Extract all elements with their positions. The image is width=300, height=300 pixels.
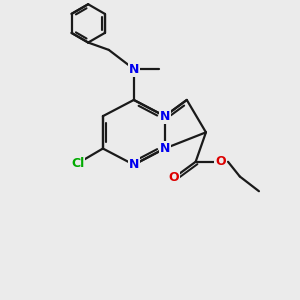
Text: N: N	[160, 110, 170, 123]
Text: O: O	[215, 155, 226, 168]
Text: O: O	[168, 172, 179, 184]
Text: N: N	[129, 158, 139, 171]
Text: N: N	[160, 142, 170, 155]
Text: N: N	[129, 62, 139, 76]
Text: Cl: Cl	[71, 157, 85, 170]
